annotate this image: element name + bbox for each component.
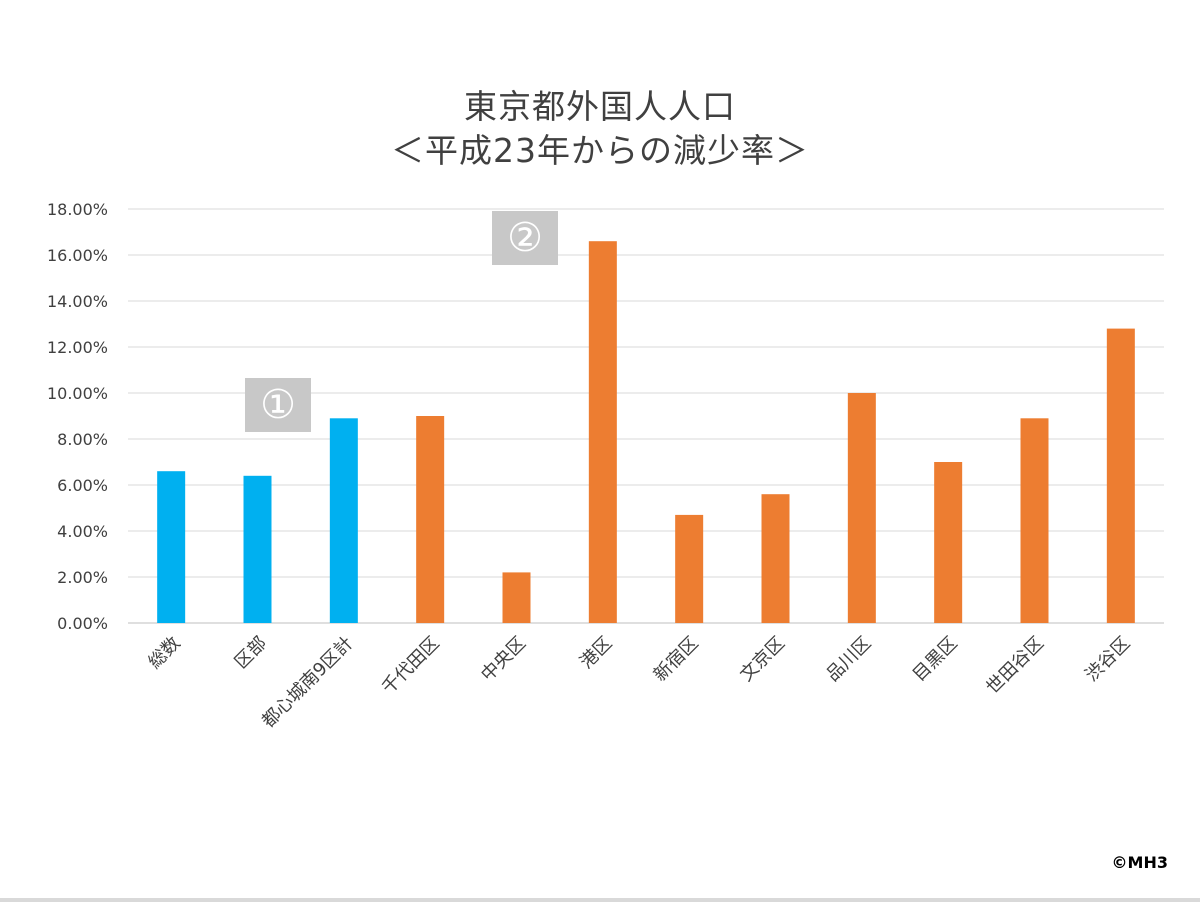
bar: [416, 416, 445, 623]
bar: [934, 462, 963, 623]
y-tick-label: 16.00%: [47, 246, 108, 265]
annotation-marker-2: ②: [492, 211, 558, 265]
x-tick-label: 千代田区: [378, 633, 444, 699]
y-tick-label: 2.00%: [57, 568, 108, 587]
chart-subtitle: ＜平成23年からの減少率＞: [391, 131, 809, 170]
x-tick-label: 都心城南9区計: [258, 633, 357, 732]
x-tick-label: 文京区: [736, 633, 789, 686]
x-tick-label: 新宿区: [650, 633, 703, 686]
x-tick-label: 渋谷区: [1081, 633, 1134, 686]
bar: [1020, 418, 1049, 623]
x-tick-label: 区部: [231, 633, 271, 673]
bar: [243, 475, 272, 623]
x-tick-label: 港区: [576, 633, 616, 673]
bar: [675, 514, 704, 623]
y-tick-label: 0.00%: [57, 614, 108, 633]
bottom-divider: [0, 898, 1200, 902]
bar: [329, 418, 358, 623]
y-tick-label: 6.00%: [57, 476, 108, 495]
bar: [157, 471, 186, 623]
y-tick-label: 4.00%: [57, 522, 108, 541]
x-tick-label: 品川区: [822, 633, 875, 686]
y-tick-label: 12.00%: [47, 338, 108, 357]
chart-title: 東京都外国人人口: [464, 87, 736, 126]
copyright-label: ©MH3: [1111, 853, 1168, 872]
y-tick-label: 10.00%: [47, 384, 108, 403]
x-tick-label: 目黒区: [909, 633, 962, 686]
y-tick-label: 8.00%: [57, 430, 108, 449]
bar: [1106, 328, 1135, 623]
x-tick-label: 総数: [144, 633, 184, 673]
y-tick-label: 18.00%: [47, 200, 108, 219]
x-tick-label: 中央区: [477, 633, 530, 686]
y-tick-label: 14.00%: [47, 292, 108, 311]
bar: [761, 494, 790, 623]
bar: [502, 572, 531, 623]
annotation-marker-1: ①: [245, 378, 311, 432]
bar: [847, 393, 876, 623]
x-tick-label: 世田谷区: [982, 633, 1048, 699]
bar: [588, 241, 617, 623]
